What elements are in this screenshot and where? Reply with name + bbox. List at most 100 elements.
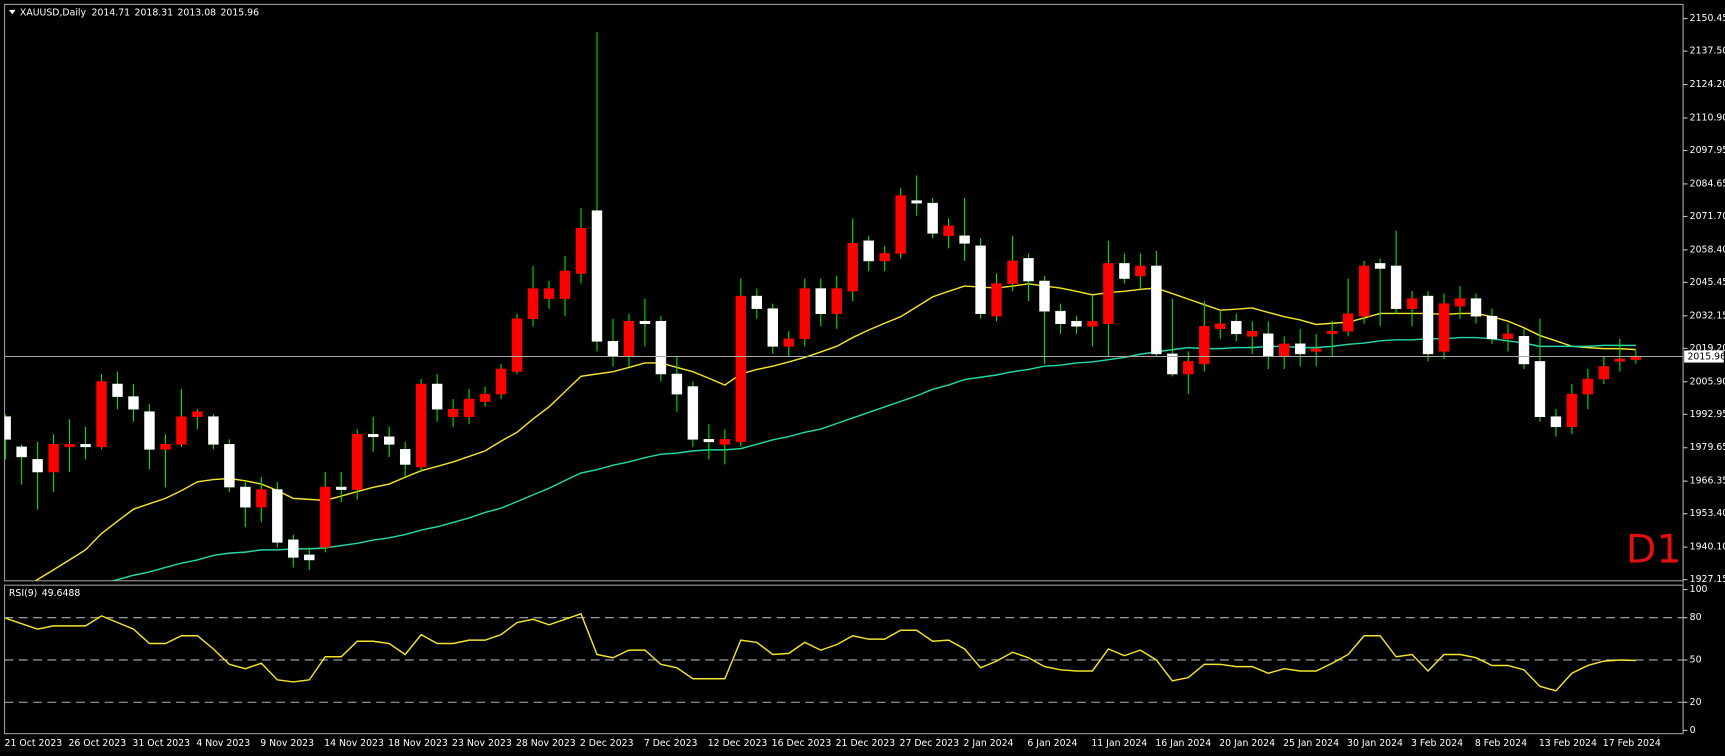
candle-body	[815, 288, 826, 314]
x-tick-label: 13 Feb 2024	[1539, 738, 1597, 749]
x-tick-label: 28 Nov 2023	[516, 738, 576, 749]
y-tick-label: 50	[1690, 654, 1702, 665]
candle-body	[1326, 331, 1338, 335]
candle-body	[671, 373, 683, 395]
x-tick-label: 20 Jan 2024	[1219, 738, 1275, 749]
y-tick-label: 2097.95	[1690, 145, 1725, 156]
candle-body	[1007, 260, 1018, 284]
candle-body	[1039, 280, 1050, 312]
candle-body	[639, 320, 651, 325]
candle-body	[1247, 331, 1258, 337]
candle-body	[719, 439, 731, 445]
candle-body	[1231, 320, 1242, 335]
candle-body	[623, 320, 635, 357]
candle-body	[767, 308, 779, 347]
y-tick-label: 2150.45	[1690, 13, 1725, 24]
candle-body	[959, 235, 970, 244]
x-tick-label: 30 Jan 2024	[1347, 738, 1403, 749]
y-tick-label: 0	[1690, 725, 1696, 736]
candle-body	[1582, 378, 1594, 395]
candle-body	[607, 341, 619, 357]
x-tick-label: 8 Feb 2024	[1475, 738, 1527, 749]
y-tick-label: 100	[1690, 584, 1708, 595]
x-tick-label: 2 Dec 2023	[580, 738, 634, 749]
candle-body	[1119, 263, 1130, 279]
candle-body	[1486, 315, 1498, 340]
candle-body	[1598, 366, 1610, 380]
candle-body	[559, 270, 571, 299]
candle-body	[703, 439, 715, 443]
candle-body	[543, 288, 555, 299]
candle-body	[1502, 333, 1514, 340]
candle-body	[1342, 313, 1354, 332]
candle-body	[751, 295, 763, 309]
candle-body	[495, 368, 507, 395]
x-tick-label: 27 Dec 2023	[900, 738, 960, 749]
candle-body	[1103, 263, 1114, 325]
candle-body	[383, 436, 395, 445]
candle-body	[463, 398, 475, 417]
candle-body	[575, 227, 587, 274]
candle-body	[1566, 393, 1578, 428]
last-close: 2015.96	[220, 7, 259, 18]
candle-body	[288, 539, 299, 558]
candle-body	[320, 486, 331, 548]
rsi-header: RSI(9) 49.6488	[9, 587, 80, 598]
candle-body	[927, 202, 938, 234]
candle-body	[431, 383, 443, 410]
main-plot	[4, 32, 1684, 581]
chart-header: XAUUSD,Daily 2014.71 2018.31 2013.08 2015.96	[20, 7, 259, 18]
candle-body	[272, 489, 283, 543]
candle-body	[176, 416, 187, 445]
candle-body	[1454, 298, 1466, 307]
rsi-title: RSI(9)	[9, 587, 37, 598]
candle-body	[1263, 333, 1274, 357]
indicator-line	[110, 336, 1636, 581]
x-tick-label: 18 Nov 2023	[388, 738, 448, 749]
candle-body	[1534, 361, 1546, 417]
last-low: 2013.08	[177, 7, 216, 18]
candle-body	[336, 486, 347, 490]
rsi-plot	[4, 612, 1684, 703]
candle-body	[32, 459, 43, 473]
x-tick-label: 23 Nov 2023	[452, 738, 512, 749]
x-tick-label: 25 Jan 2024	[1283, 738, 1339, 749]
candle-body	[1183, 361, 1194, 375]
candle-body	[368, 434, 379, 438]
x-tick-label: 12 Dec 2023	[708, 738, 768, 749]
current-price-box	[1684, 350, 1724, 363]
candle-body	[64, 444, 75, 448]
candle-body	[415, 383, 427, 468]
x-tick-label: 14 Nov 2023	[324, 738, 384, 749]
candle-body	[240, 486, 251, 508]
candle-body	[1135, 265, 1146, 277]
candle-body	[48, 444, 59, 473]
candle-body	[160, 444, 171, 450]
candle-body	[1438, 303, 1450, 352]
candle-body	[256, 489, 267, 508]
candle-body	[224, 444, 235, 488]
y-tick-label: 1927.15	[1690, 574, 1725, 585]
last-high: 2018.31	[135, 7, 174, 18]
candle-body	[863, 240, 874, 262]
candle-body	[16, 446, 27, 458]
y-tick-label: 20	[1690, 697, 1702, 708]
candle-body	[208, 416, 219, 445]
x-tick-label: 31 Oct 2023	[132, 738, 190, 749]
y-tick-label: 1953.40	[1690, 508, 1725, 519]
candle-body	[1390, 265, 1402, 309]
x-tick-label: 21 Oct 2023	[5, 738, 63, 749]
y-tick-label: 1992.95	[1690, 409, 1725, 420]
candle-body	[4, 416, 11, 440]
y-tick-label: 2084.65	[1690, 178, 1725, 189]
y-tick-label: 1979.65	[1690, 442, 1725, 453]
candle-body	[1550, 416, 1562, 428]
x-tick-label: 26 Oct 2023	[68, 738, 126, 749]
x-tick-label: 11 Jan 2024	[1091, 738, 1147, 749]
candle-body	[112, 383, 123, 397]
candle-body	[911, 200, 922, 204]
candle-body	[96, 381, 107, 448]
